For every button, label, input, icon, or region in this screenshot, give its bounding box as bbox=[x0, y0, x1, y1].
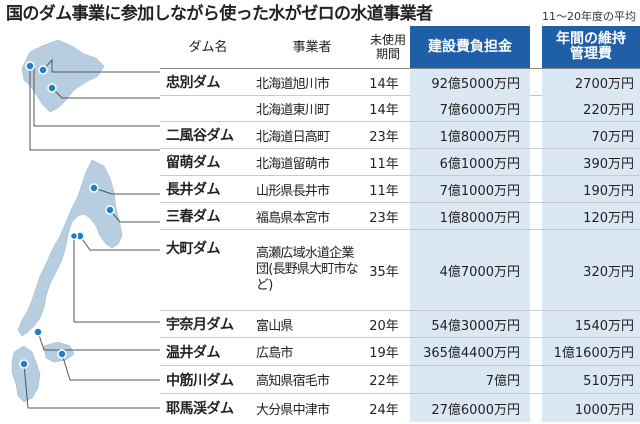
construction-cost: 7億円 bbox=[410, 366, 530, 393]
table-row: 温井ダム 広島市 19年 365億4400万円 1億1600万円 bbox=[160, 338, 640, 366]
maintenance-cost: 1000万円 bbox=[542, 394, 640, 422]
unused-years: 35年 bbox=[369, 264, 399, 280]
dam-name: 耶馬渓ダム bbox=[166, 401, 234, 417]
honshu-shape bbox=[17, 159, 123, 337]
maintenance-cost: 70万円 bbox=[542, 122, 640, 148]
hokkaido-shape bbox=[21, 39, 105, 113]
leader-line-nakasuji bbox=[61, 353, 160, 381]
average-note: 11〜20年度の平均 bbox=[542, 10, 636, 23]
leader-line-unazuki bbox=[73, 236, 160, 323]
unused-years: 24年 bbox=[369, 402, 399, 418]
operator-name: 高瀬広域水道企業団(長野県大町市など) bbox=[256, 246, 359, 293]
leader-line-miharu bbox=[109, 209, 160, 223]
header-annual-maintenance: 年間の維持管理費 bbox=[542, 26, 640, 68]
maintenance-cost: 390万円 bbox=[542, 149, 640, 175]
table-row: 耶馬渓ダム 大分県中津市 24年 27億6000万円 1000万円 bbox=[160, 394, 640, 422]
dam-name: 三春ダム bbox=[166, 209, 221, 225]
kyushu-shape bbox=[11, 345, 41, 403]
operator-name: 山形県長井市 bbox=[256, 183, 330, 199]
maintenance-cost: 320万円 bbox=[542, 230, 640, 310]
construction-cost: 92億5000万円 bbox=[410, 69, 530, 95]
table-row: 留萌ダム 北海道留萌市 11年 6億1000万円 390万円 bbox=[160, 149, 640, 176]
dam-name: 長井ダム bbox=[166, 182, 221, 198]
header-dam: ダム名 bbox=[188, 39, 228, 55]
operator-name: 高知県宿毛市 bbox=[256, 374, 330, 389]
leader-line-yabakei bbox=[23, 363, 160, 409]
operator-name: 広島市 bbox=[256, 346, 293, 361]
dam-name: 温井ダム bbox=[166, 344, 221, 361]
table-row: 忠別ダム 北海道旭川市 14年 92億5000万円 2700万円 bbox=[160, 68, 640, 96]
dam-name: 大町ダム bbox=[166, 241, 221, 257]
operator-name: 北海道旭川市 bbox=[256, 76, 330, 92]
maintenance-cost: 220万円 bbox=[542, 95, 640, 121]
marker-yabakei bbox=[19, 359, 29, 369]
maintenance-cost: 120万円 bbox=[542, 203, 640, 229]
unused-years: 14年 bbox=[369, 76, 399, 92]
header-construction-cost: 建設費負担金 bbox=[410, 26, 530, 68]
dam-name bbox=[166, 95, 252, 121]
construction-cost: 7億6000万円 bbox=[410, 95, 530, 121]
unused-years: 11年 bbox=[369, 156, 399, 172]
dam-name: 二風谷ダム bbox=[166, 128, 234, 144]
dam-name: 留萌ダム bbox=[166, 155, 221, 171]
unused-years: 23年 bbox=[369, 129, 399, 145]
operator-name: 福島県本宮市 bbox=[256, 210, 330, 226]
table-row: 宇奈月ダム 富山県 20年 54億3000万円 1540万円 bbox=[160, 311, 640, 338]
maintenance-cost: 1540万円 bbox=[542, 311, 640, 337]
marker-nagai bbox=[89, 183, 99, 193]
construction-cost: 1億8000万円 bbox=[410, 122, 530, 148]
dam-name: 宇奈月ダム bbox=[166, 317, 234, 333]
construction-cost: 365億4400万円 bbox=[410, 338, 530, 365]
construction-cost: 7億1000万円 bbox=[410, 176, 530, 202]
dam-table: ダム名 事業者 未使用期間 建設費負担金 年間の維持管理費 忠別ダム 北海道旭川… bbox=[160, 26, 640, 424]
leader-line-nibutani bbox=[33, 68, 160, 127]
construction-cost: 27億6000万円 bbox=[410, 394, 530, 422]
leader-line-rumoi bbox=[29, 66, 160, 151]
unused-years: 22年 bbox=[369, 374, 399, 389]
leader-line-chubetsu bbox=[42, 58, 160, 73]
unused-years: 20年 bbox=[369, 318, 399, 334]
marker-miharu bbox=[105, 205, 115, 215]
dam-name: 忠別ダム bbox=[166, 75, 221, 91]
marker-higashikawa bbox=[47, 83, 57, 93]
page-title: 国のダム事業に参加しながら使った水がゼロの水道事業者 bbox=[6, 4, 433, 24]
operator-name: 北海道留萌市 bbox=[256, 156, 330, 172]
table-row: 長井ダム 山形県長井市 11年 7億1000万円 190万円 bbox=[160, 176, 640, 203]
table-row: 大町ダム 高瀬広域水道企業団(長野県大町市など) 35年 4億7000万円 32… bbox=[160, 230, 640, 311]
table-row: 三春ダム 福島県本宮市 23年 1億8000万円 120万円 bbox=[160, 203, 640, 230]
unused-years: 11年 bbox=[369, 183, 399, 199]
operator-name: 北海道東川町 bbox=[256, 102, 330, 118]
marker-chubetsu bbox=[38, 65, 48, 75]
operator-name: 大分県中津市 bbox=[256, 402, 330, 418]
unused-years: 19年 bbox=[369, 346, 399, 361]
maintenance-cost: 2700万円 bbox=[542, 69, 640, 95]
marker-nukui bbox=[33, 327, 43, 337]
unused-years: 14年 bbox=[369, 102, 399, 118]
maintenance-cost: 190万円 bbox=[542, 176, 640, 202]
leader-line-omachi bbox=[79, 235, 160, 251]
marker-unazuki bbox=[69, 231, 79, 241]
table-row: 北海道東川町 14年 7億6000万円 220万円 bbox=[160, 95, 640, 122]
operator-name: 富山県 bbox=[256, 318, 293, 334]
construction-cost: 4億7000万円 bbox=[410, 230, 530, 310]
operator-name: 北海道日高町 bbox=[256, 129, 330, 145]
header-unused-years: 未使用期間 bbox=[369, 33, 406, 61]
maintenance-cost: 1億1600万円 bbox=[542, 338, 640, 365]
header-operator: 事業者 bbox=[292, 39, 332, 55]
maintenance-cost: 510万円 bbox=[542, 366, 640, 393]
unused-years: 23年 bbox=[369, 210, 399, 226]
marker-rumoi bbox=[25, 61, 35, 71]
marker-nakasuji bbox=[57, 349, 67, 359]
leader-line-nukui bbox=[37, 331, 160, 351]
construction-cost: 6億1000万円 bbox=[410, 149, 530, 175]
construction-cost: 54億3000万円 bbox=[410, 311, 530, 337]
table-row: 二風谷ダム 北海道日高町 23年 1億8000万円 70万円 bbox=[160, 122, 640, 149]
leader-line-nagai bbox=[93, 187, 160, 195]
construction-cost: 1億8000万円 bbox=[410, 203, 530, 229]
dam-name: 中筋川ダム bbox=[166, 372, 234, 389]
table-row: 中筋川ダム 高知県宿毛市 22年 7億円 510万円 bbox=[160, 366, 640, 394]
